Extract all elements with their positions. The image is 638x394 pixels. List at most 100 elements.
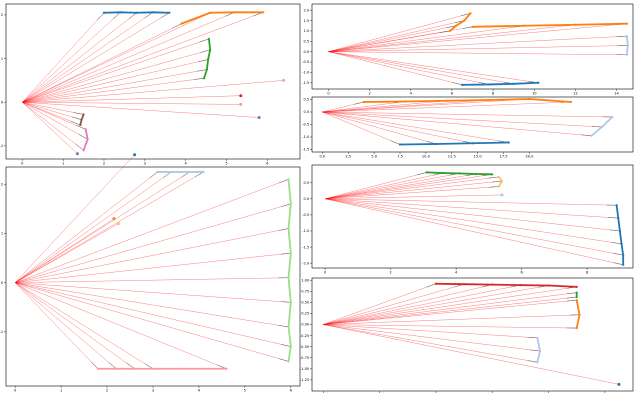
ray-line [15, 179, 289, 283]
ray-line [323, 324, 538, 338]
y-tick-label: -1.0 [302, 135, 310, 139]
series-point [600, 125, 604, 129]
ray-line [328, 25, 457, 52]
stem-line [281, 203, 291, 207]
x-tick-label: 10 [532, 92, 537, 96]
stem-line [128, 12, 137, 20]
series-point [289, 301, 292, 304]
series-point [471, 25, 474, 28]
y-tick-label: 0.75 [301, 289, 309, 293]
stem-line [278, 325, 289, 328]
ray-line [15, 171, 158, 283]
scatter-point [239, 94, 243, 98]
plot-frame [311, 164, 634, 269]
stem-line [149, 171, 158, 179]
y-tick-label: 0 [1, 100, 4, 104]
stem-line [194, 78, 205, 80]
ray-line [323, 324, 619, 385]
scatter-point [112, 217, 116, 221]
ray-line [22, 38, 209, 103]
stem-line [609, 229, 620, 232]
ray-line [325, 186, 499, 199]
ray-line [325, 173, 476, 199]
x-tick-label: 12.5 [448, 155, 456, 159]
series-point [538, 350, 542, 353]
ray-line [22, 12, 235, 103]
y-tick-label: 2.0 [303, 8, 309, 12]
ray-line [325, 180, 502, 199]
ray-line [323, 324, 538, 363]
y-tick-label: -2.0 [302, 261, 310, 265]
series-point [135, 11, 138, 14]
subplot-left-bottom: 0 1 2 3 4 5 6 -1 0 1 2 [0, 153, 301, 393]
ray-line [323, 296, 577, 325]
series-point [435, 142, 438, 146]
ray-line [15, 252, 291, 283]
series-point [569, 100, 572, 104]
stem-line [70, 121, 81, 126]
ray-line [22, 102, 88, 140]
series-point [188, 170, 191, 174]
series-point [82, 113, 85, 116]
series-point [289, 345, 292, 348]
series-point [80, 118, 83, 121]
series-point [519, 283, 522, 287]
stem-line [90, 361, 99, 369]
series-point [469, 12, 472, 15]
y-tick-label: 1.00 [301, 278, 310, 282]
series-point [626, 44, 629, 47]
series-point [445, 99, 448, 102]
series-point [500, 179, 504, 183]
stem-line [126, 362, 135, 369]
series-point [622, 254, 625, 257]
ray-line [22, 12, 264, 103]
stem-line [611, 242, 622, 245]
x-tick-label: 6 [520, 271, 523, 275]
x-tick-label: 4 [455, 271, 458, 275]
ray-line [325, 198, 624, 265]
series-point [209, 11, 212, 14]
x-tick-label: 2 [103, 162, 105, 166]
ray-line [22, 102, 81, 126]
x-tick-label: 1 [62, 162, 64, 166]
ray-line [328, 51, 489, 85]
ray-line [325, 174, 493, 199]
x-tick-label: 6 [266, 162, 269, 166]
y-tick-label: 0.5 [303, 40, 309, 44]
ray-line [328, 26, 473, 52]
ray-line [323, 299, 577, 325]
ray-line [325, 198, 617, 206]
series-point [461, 83, 464, 86]
series-point [575, 326, 578, 330]
stem-line [108, 362, 117, 369]
x-tick-label: 2.5 [345, 155, 351, 159]
y-tick-label: -0.5 [302, 213, 309, 217]
series-point [202, 170, 205, 174]
series-point [82, 149, 85, 152]
ray-line [322, 111, 473, 144]
ray-line [323, 314, 580, 325]
series-point [233, 11, 236, 14]
series-point [620, 242, 623, 245]
ray-line [22, 12, 137, 103]
x-tick-label: 8 [492, 92, 495, 96]
y-tick-label: 1 [1, 232, 3, 236]
stem-line [354, 101, 364, 105]
stem-line [144, 12, 154, 19]
ray-line [22, 78, 205, 103]
ray-line [15, 171, 190, 283]
ray-line [15, 223, 119, 283]
stem-line [112, 12, 121, 20]
y-tick-label: 1.5 [303, 19, 309, 23]
x-tick-label: 8 [586, 271, 589, 275]
ray-line [323, 324, 577, 329]
y-tick-label: -1.5 [302, 148, 309, 152]
stem-line [462, 26, 473, 29]
ray-line [328, 51, 627, 55]
x-tick-label: 2 [368, 92, 370, 96]
y-tick-label: 0.5 [303, 98, 309, 102]
series-point [491, 173, 494, 176]
y-tick-label: -1.00 [300, 367, 310, 371]
series-point [207, 58, 210, 61]
stem-line [281, 344, 291, 347]
